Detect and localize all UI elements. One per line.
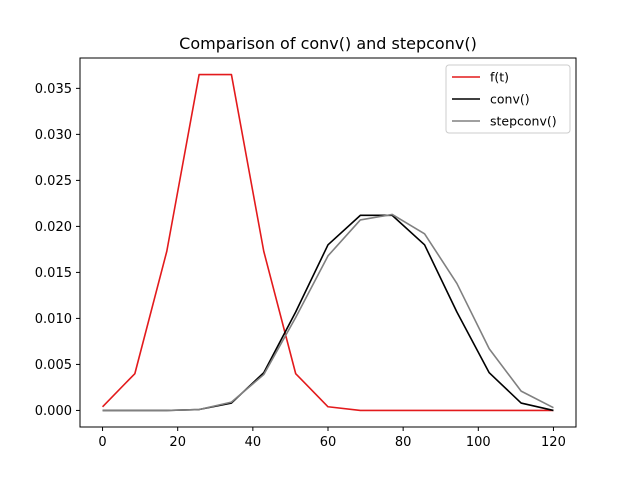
y-tick-label: 0.005	[35, 358, 72, 373]
series-line-ft	[101, 73, 554, 412]
legend-label: f(t)	[490, 70, 509, 85]
y-tick-label: 0.000	[35, 404, 72, 419]
legend: f(t) conv() stepconv()	[445, 64, 571, 134]
y-tick-label: 0.010	[35, 312, 72, 327]
y-tick-label: 0.025	[35, 174, 72, 189]
y-tick-label: 0.020	[35, 220, 72, 235]
x-tick-label: 80	[395, 435, 412, 450]
y-tick-label: 0.030	[35, 128, 72, 143]
series-line-stepconv	[102, 213, 554, 412]
x-tick-label: 120	[541, 435, 566, 450]
x-tick-label: 60	[320, 435, 337, 450]
chart-title: Comparison of conv() and stepconv()	[179, 34, 477, 53]
y-tick-label: 0.015	[35, 266, 72, 281]
x-tick-label: 0	[98, 435, 106, 450]
y-tick-label: 0.035	[35, 82, 72, 97]
series-layer	[101, 73, 554, 412]
x-tick-label: 20	[169, 435, 186, 450]
x-tick-label: 40	[245, 435, 262, 450]
legend-label: stepconv()	[490, 114, 557, 129]
legend-label: conv()	[490, 92, 530, 107]
x-tick-label: 100	[466, 435, 491, 450]
legend-box	[445, 64, 571, 134]
axes: 0 20 40 60 80 100 120 0.000 0.005 0.010 0.015 0.020…	[35, 57, 577, 450]
